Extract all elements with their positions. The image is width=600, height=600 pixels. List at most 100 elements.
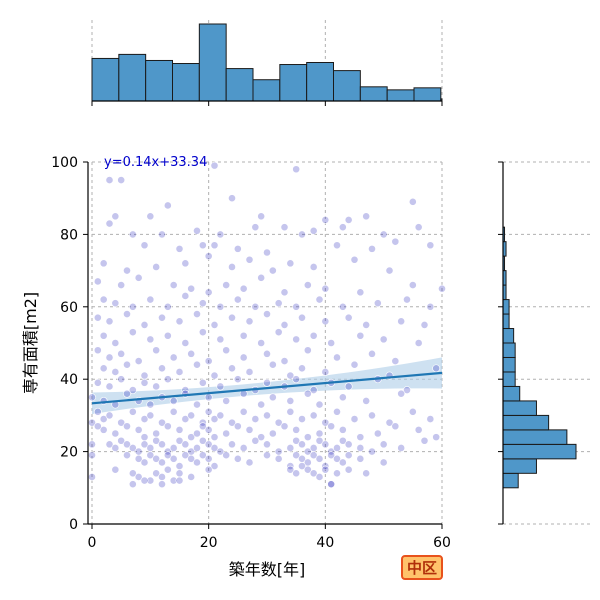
y-hist-bar <box>502 342 516 358</box>
scatter-point <box>321 284 330 293</box>
scatter-point <box>216 230 225 239</box>
scatter-point <box>263 440 271 449</box>
region-badge: 中区 <box>401 555 443 580</box>
scatter-point <box>408 407 417 416</box>
scatter-point <box>128 328 137 337</box>
scatter-point <box>146 451 155 460</box>
x-hist-bar <box>145 59 174 102</box>
scatter-point <box>280 422 289 431</box>
x-tick-label: 20 <box>200 535 218 551</box>
scatter-point <box>216 302 225 311</box>
scatter-point <box>298 440 306 449</box>
x-hist-bar <box>279 64 308 102</box>
scatter-point <box>204 454 213 463</box>
scatter-point <box>128 386 137 394</box>
scatter-point <box>362 397 371 405</box>
scatter-point <box>169 281 178 289</box>
scatter-point <box>152 429 161 438</box>
scatter-point <box>152 454 161 463</box>
scatter-point <box>216 411 225 420</box>
scatter-point <box>222 397 231 405</box>
scatter-point <box>303 346 312 355</box>
scatter-point <box>245 317 254 326</box>
scatter-point <box>391 357 400 365</box>
scatter-point <box>93 277 102 286</box>
scatter-point <box>426 415 435 423</box>
scatter-point <box>181 451 190 460</box>
scatter-point <box>128 407 137 416</box>
scatter-point <box>140 371 149 380</box>
scatter-point <box>292 302 301 311</box>
scatter-point <box>123 266 131 275</box>
scatter-point <box>228 263 236 271</box>
scatter-point <box>134 454 143 463</box>
scatter-point <box>175 469 184 478</box>
scatter-point <box>163 331 172 340</box>
scatter-point <box>158 440 166 449</box>
scatter-point <box>88 451 96 460</box>
scatter-point <box>123 440 131 449</box>
scatter-point <box>140 476 149 485</box>
scatter-point <box>373 299 382 308</box>
scatter-point <box>257 400 266 409</box>
scatter-point <box>93 313 102 322</box>
scatter-point <box>333 469 341 478</box>
y-hist-bar <box>502 414 550 431</box>
scatter-point <box>111 212 120 221</box>
scatter-point <box>204 465 213 474</box>
scatter-point <box>228 364 236 373</box>
scatter-point <box>105 411 114 420</box>
scatter-point <box>181 440 190 449</box>
y-hist-bar <box>502 472 519 489</box>
scatter-point <box>263 349 271 358</box>
scatter-point <box>228 313 236 322</box>
scatter-point <box>123 422 131 431</box>
scatter-point <box>432 364 441 373</box>
scatter-point <box>338 302 347 311</box>
scatter-point <box>158 230 166 239</box>
scatter-point <box>128 302 137 311</box>
scatter-point <box>391 237 400 246</box>
scatter-point <box>123 360 131 369</box>
scatter-point <box>292 469 301 478</box>
scatter-point <box>344 313 353 322</box>
scatter-point <box>228 194 236 203</box>
scatter-point <box>99 331 108 340</box>
scatter-point <box>163 422 172 431</box>
scatter-point <box>420 320 429 329</box>
scatter-point <box>292 451 301 460</box>
scatter-point <box>438 284 446 293</box>
scatter-point <box>362 212 371 221</box>
scatter-point <box>257 433 266 442</box>
scatter-point <box>327 451 336 460</box>
scatter-point <box>239 331 248 340</box>
y-hist-bar <box>502 443 577 460</box>
scatter-point <box>146 476 155 485</box>
scatter-point <box>187 349 196 358</box>
scatter-point <box>379 335 388 344</box>
y-hist-bar <box>502 429 568 445</box>
x-axis-label: 築年数[年] <box>229 560 306 579</box>
scatter-point <box>198 436 207 445</box>
scatter-point <box>140 378 149 387</box>
scatter-point <box>263 451 271 460</box>
scatter-point <box>181 292 190 300</box>
scatter-point <box>292 165 301 174</box>
scatter-point <box>222 346 231 355</box>
scatter-point <box>356 444 365 452</box>
scatter-point <box>333 407 341 416</box>
scatter-point <box>152 436 161 445</box>
scatter-point <box>140 440 149 449</box>
scatter-point <box>99 364 108 373</box>
scatter-point <box>338 436 347 445</box>
y-histogram <box>498 161 590 525</box>
scatter-point <box>298 313 306 322</box>
scatter-point <box>181 415 190 423</box>
scatter-point <box>193 360 201 369</box>
scatter-point <box>198 328 207 337</box>
scatter-point <box>257 212 266 221</box>
y-tick-label: 0 <box>69 517 78 533</box>
scatter-point <box>181 259 190 268</box>
scatter-point <box>111 444 120 452</box>
